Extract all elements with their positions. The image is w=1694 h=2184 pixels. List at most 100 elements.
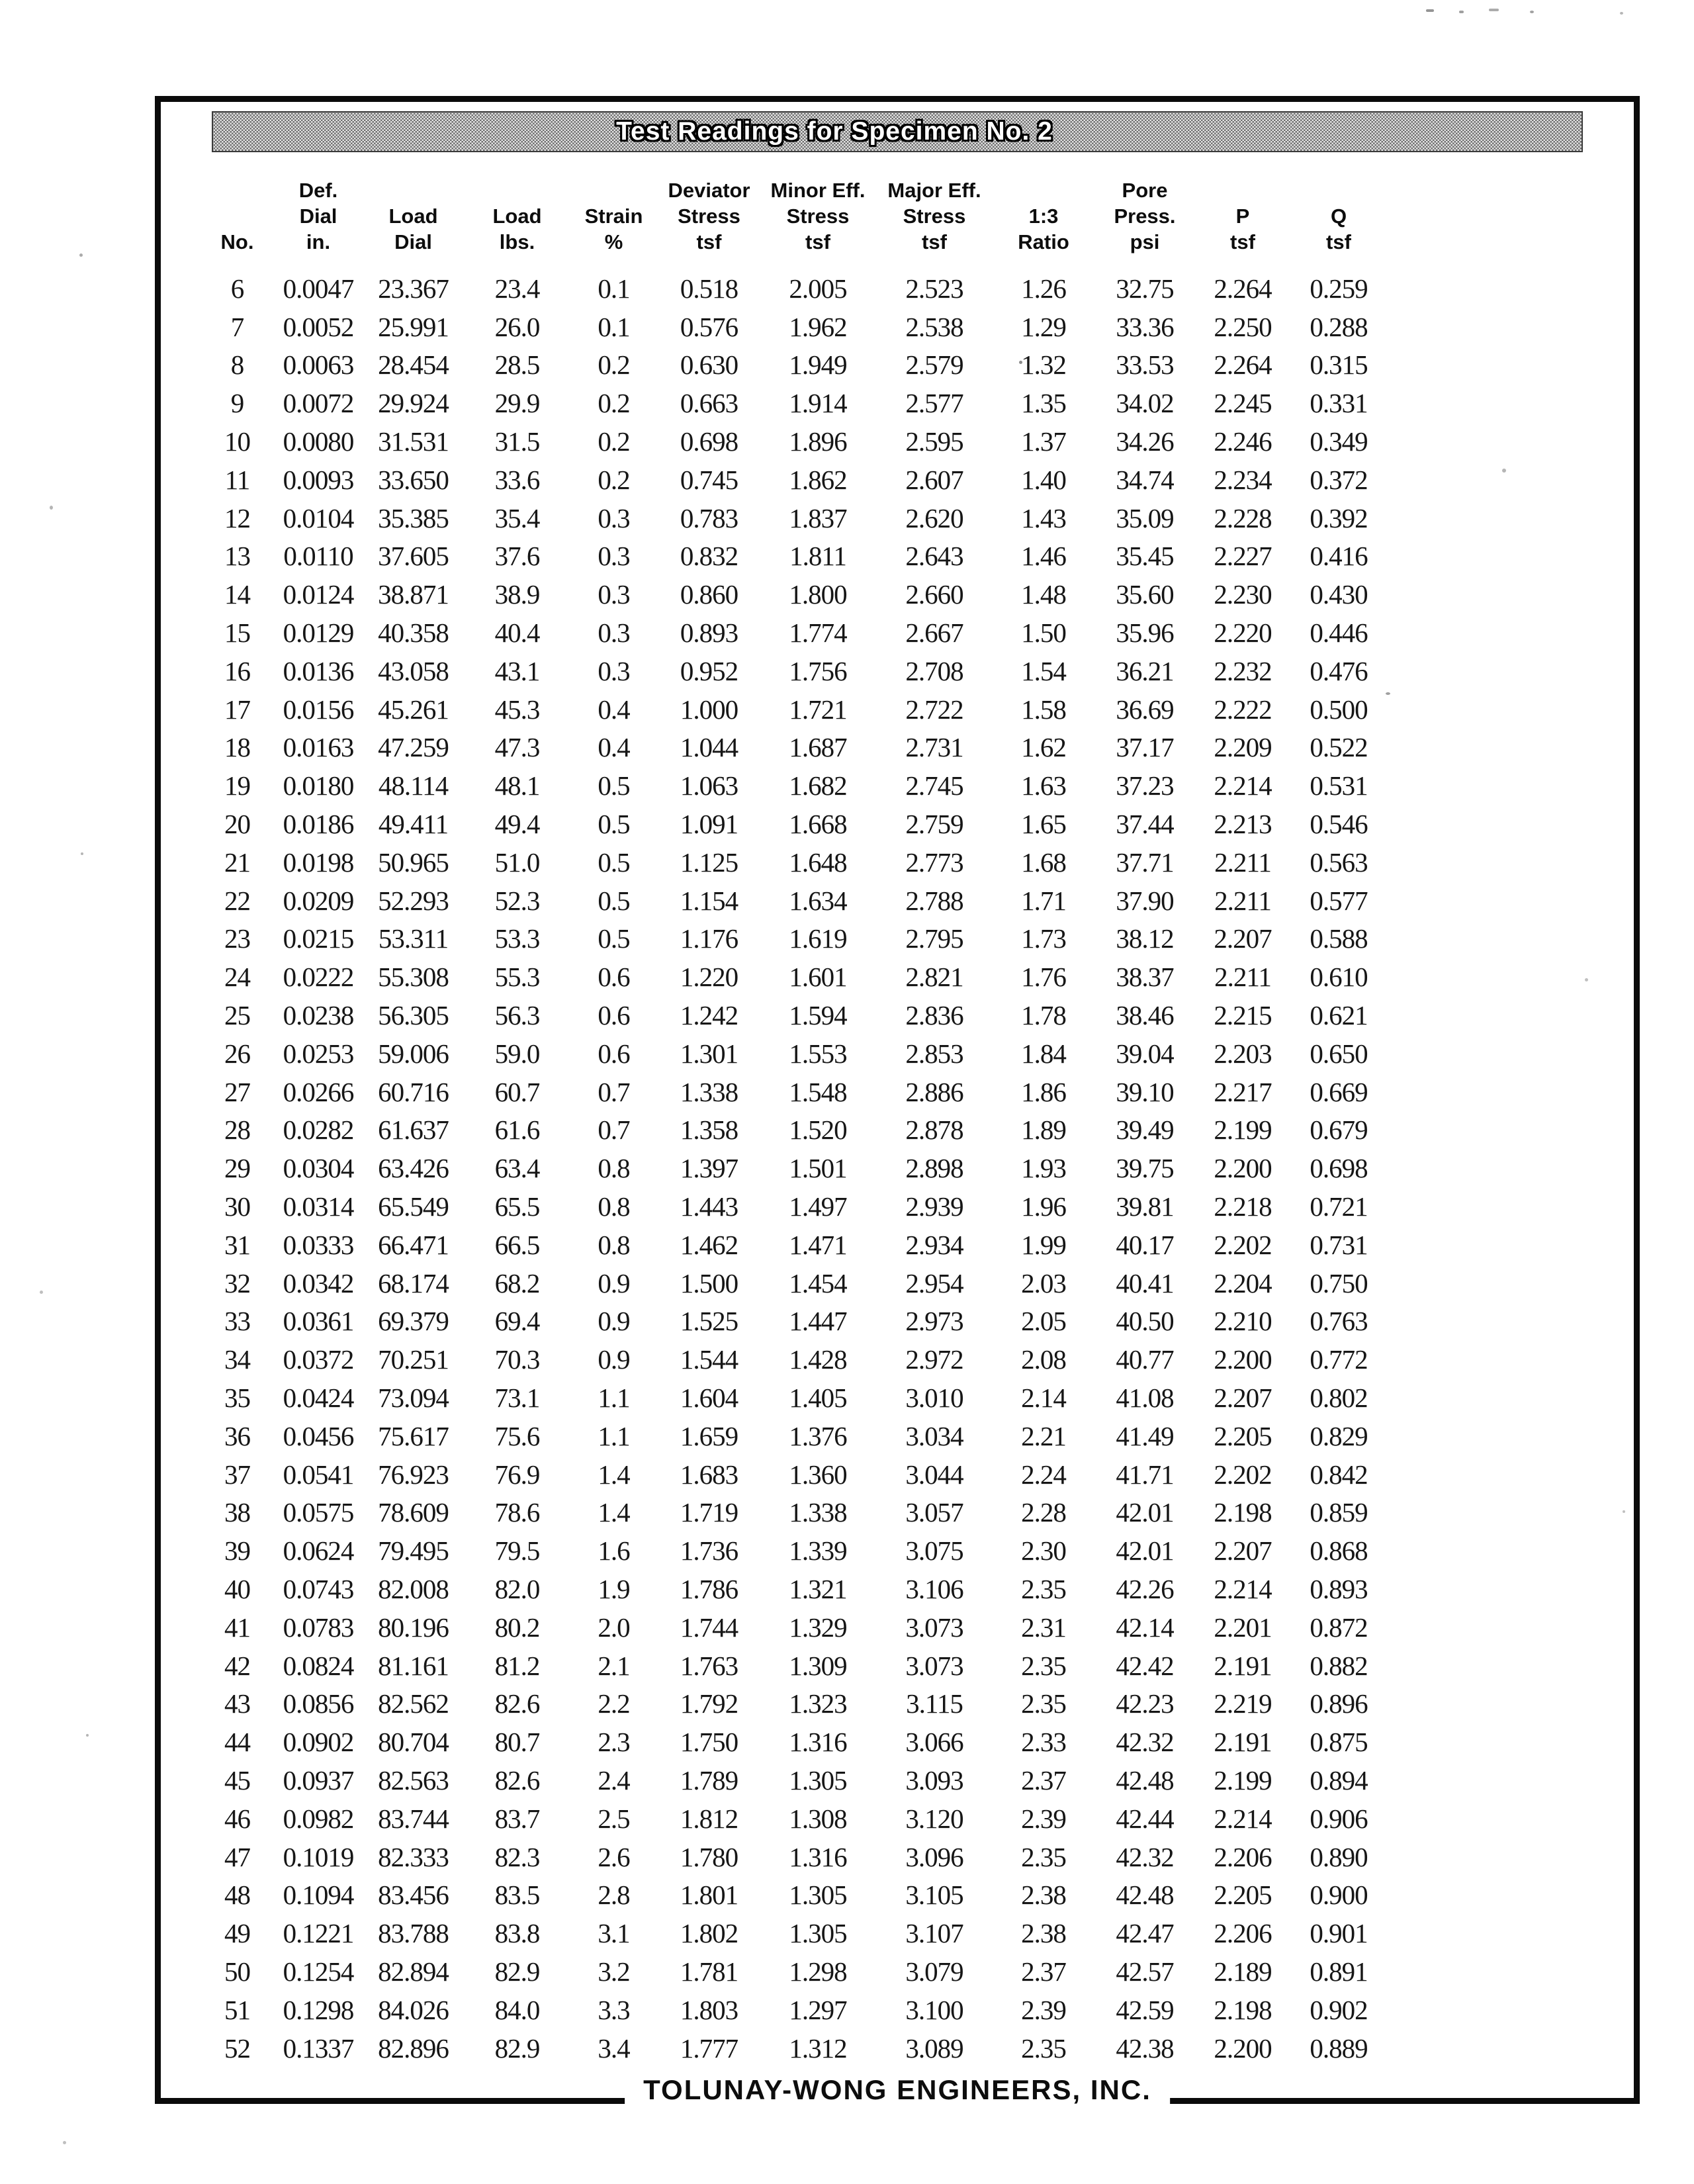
report-frame: Test Readings for Specimen No. 2 No. Def.…	[155, 96, 1640, 2107]
cell: 0.896	[1310, 1688, 1368, 1719]
cell: 0.0361	[283, 1306, 355, 1337]
cell: 45.3	[494, 694, 541, 725]
cell: 1.801	[680, 1880, 738, 1911]
cell: 73.1	[494, 1383, 541, 1413]
cell: 2.39	[1021, 1803, 1067, 1834]
cell: 2.207	[1214, 1535, 1272, 1567]
cell: 0.0314	[283, 1191, 355, 1222]
cell: 21	[224, 846, 251, 878]
cell: 0.891	[1310, 1956, 1368, 1987]
cell: 1.360	[789, 1459, 847, 1490]
cell: 2.939	[905, 1191, 963, 1222]
cell: 0.5	[598, 846, 630, 878]
cell: 1.321	[789, 1573, 847, 1604]
cell: 2.972	[905, 1344, 963, 1375]
cell: 30	[224, 1191, 251, 1222]
cell: 60.716	[378, 1076, 449, 1107]
cell: 1.091	[680, 809, 738, 840]
cell: 0.500	[1310, 694, 1368, 725]
cell: 18	[224, 732, 251, 763]
cell: 2.05	[1021, 1306, 1067, 1337]
cell: 52.3	[494, 885, 541, 916]
cell: 1.29	[1021, 311, 1067, 342]
cell: 1.634	[789, 885, 847, 916]
cell: 42.32	[1116, 1841, 1174, 1872]
cell: 2.14	[1021, 1383, 1067, 1413]
cell: 39.04	[1116, 1038, 1174, 1069]
table-row: 20 0.0186 49.411 49.4 0.5 1.091 1.668 2.759 1.65…	[199, 805, 1386, 843]
cell: 1.40	[1021, 464, 1067, 495]
cell: 0.901	[1310, 1918, 1368, 1949]
cell: 56.3	[494, 1000, 541, 1031]
cell: 0.0824	[283, 1650, 355, 1681]
cell: 1.65	[1021, 809, 1067, 840]
cell: 40.358	[378, 617, 449, 649]
cell: 36	[224, 1420, 251, 1451]
cell: 1.4	[598, 1497, 630, 1528]
cell: 2.206	[1214, 1918, 1272, 1949]
cell: 61.6	[494, 1115, 541, 1146]
cell: 50.965	[378, 846, 449, 878]
cell: 82.894	[378, 1956, 449, 1987]
scan-speck	[79, 253, 83, 257]
cell: 40.41	[1116, 1267, 1174, 1298]
cell: 2.21	[1021, 1420, 1067, 1451]
cell: 2.667	[905, 617, 963, 649]
cell: 1.46	[1021, 541, 1067, 572]
cell: 0.731	[1310, 1229, 1368, 1260]
table-row: 19 0.0180 48.114 48.1 0.5 1.063 1.682 2.745 1.63…	[199, 766, 1386, 805]
cell: 3.010	[905, 1383, 963, 1413]
cell: 0.679	[1310, 1115, 1368, 1146]
page-title: Test Readings for Specimen No. 2	[616, 117, 1053, 146]
cell: 0.802	[1310, 1383, 1368, 1413]
cell: 3.106	[905, 1573, 963, 1604]
table-row: 8 0.0063 28.454 28.5 0.2 0.630 1.949 2.579 1.32 3…	[199, 346, 1386, 385]
cell: 1.736	[680, 1535, 738, 1567]
cell: 0.0902	[283, 1727, 355, 1758]
cell: 0.745	[680, 464, 738, 495]
cell: 2.579	[905, 349, 963, 381]
cell: 0.0136	[283, 655, 355, 686]
cell: 2.577	[905, 388, 963, 419]
cell: 2.898	[905, 1153, 963, 1184]
cell: 63.4	[494, 1153, 541, 1184]
cell: 0.0333	[283, 1229, 355, 1260]
cell: 2.205	[1214, 1880, 1272, 1911]
cell: 0.2	[598, 388, 630, 419]
cell: 2.189	[1214, 1956, 1272, 1987]
cell: 2.214	[1214, 1803, 1272, 1834]
table-row: 40 0.0743 82.008 82.0 1.9 1.786 1.321 3.106 2.35…	[199, 1570, 1386, 1608]
cell: 82.562	[378, 1688, 449, 1719]
cell: 2.722	[905, 694, 963, 725]
cell: 3.089	[905, 2032, 963, 2064]
table-header: No. Def. Dial in. Load Dial Load lbs. Strain% Dev…	[199, 177, 1386, 269]
cell: 3.066	[905, 1727, 963, 1758]
cell: 7	[230, 311, 245, 342]
cell: 2.33	[1021, 1727, 1067, 1758]
cell: 8	[230, 349, 245, 381]
cell: 82.6	[494, 1688, 541, 1719]
cell: 2.219	[1214, 1688, 1272, 1719]
cell: 0.0063	[283, 349, 355, 381]
cell: 0.0052	[283, 311, 355, 342]
cell: 1.305	[789, 1764, 847, 1796]
cell: 1.316	[789, 1727, 847, 1758]
cell: 1.501	[789, 1153, 847, 1184]
cell: 83.7	[494, 1803, 541, 1834]
cell: 2.215	[1214, 1000, 1272, 1031]
cell: 2.200	[1214, 1153, 1272, 1184]
cell: 1.220	[680, 962, 738, 993]
cell: 1.000	[680, 694, 738, 725]
cell: 12	[224, 502, 251, 533]
cell: 75.617	[378, 1420, 449, 1451]
cell: 35.45	[1116, 541, 1174, 572]
cell: 0.0253	[283, 1038, 355, 1069]
cell: 37.23	[1116, 770, 1174, 801]
cell: 0.0456	[283, 1420, 355, 1451]
cell: 83.744	[378, 1803, 449, 1834]
header-row: No. Def. Dial in. Load Dial Load lbs. Strain% Dev…	[199, 177, 1386, 269]
cell: 29.9	[494, 388, 541, 419]
column-header: No.	[220, 230, 254, 253]
cell: 1.305	[789, 1880, 847, 1911]
cell: 1.312	[789, 2032, 847, 2064]
